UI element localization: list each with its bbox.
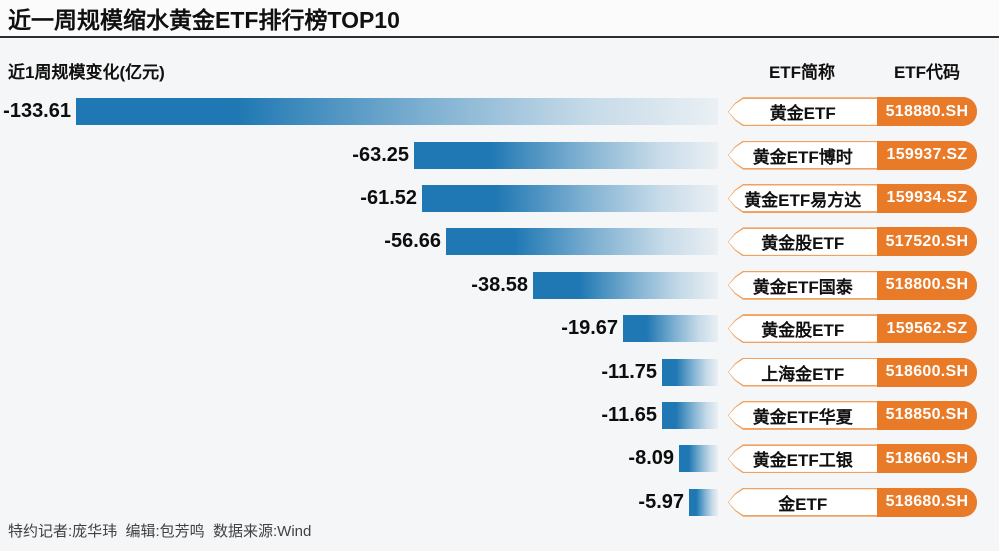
etf-code-badge: 518600.SH	[877, 357, 977, 387]
etf-row: -19.67 黄金股ETF 159562.SZ	[0, 307, 999, 350]
bar	[76, 98, 718, 126]
etf-name-tag-fill: 上海金ETF	[728, 359, 877, 386]
change-value: -11.75	[601, 360, 657, 383]
etf-name-tag-fill: 黄金股ETF	[728, 315, 877, 342]
etf-code-badge: 159937.SZ	[877, 140, 977, 170]
column-header-etf-code: ETF代码	[893, 63, 961, 82]
etf-name: 黄金ETF易方达	[744, 190, 862, 210]
etf-tag: 上海金ETF 518600.SH	[727, 357, 977, 387]
etf-name-tag: 黄金ETF易方达	[728, 183, 877, 213]
title-bar: 近一周规模缩水黄金ETF排行榜TOP10	[0, 0, 999, 38]
etf-tag: 黄金股ETF 517520.SH	[727, 227, 977, 257]
bar	[662, 358, 718, 386]
etf-code-badge: 159934.SZ	[877, 183, 977, 213]
etf-tag: 黄金ETF 518880.SH	[727, 97, 977, 127]
bar-zone: -56.66	[0, 228, 718, 256]
etf-name-tag-fill: 黄金ETF博时	[728, 142, 877, 169]
etf-code-badge: 159562.SZ	[877, 314, 977, 344]
etf-name-tag: 黄金ETF博时	[728, 140, 877, 170]
etf-code-badge: 518660.SH	[877, 444, 977, 474]
etf-name-tag: 黄金ETF国泰	[728, 270, 877, 300]
change-value: -8.09	[628, 447, 674, 470]
etf-name-tag: 黄金ETF	[728, 97, 877, 127]
bar	[662, 401, 718, 429]
chart-area: 近1周规模变化(亿元) ETF简称 ETF代码 -133.61 黄金ETF 51…	[0, 38, 999, 549]
etf-row: -61.52 黄金ETF易方达 159934.SZ	[0, 177, 999, 220]
etf-tag: 金ETF 518680.SH	[727, 487, 977, 517]
page-title: 近一周规模缩水黄金ETF排行榜TOP10	[8, 7, 400, 33]
bar-zone: -63.25	[0, 141, 718, 169]
etf-name-tag-fill: 黄金ETF	[728, 98, 877, 125]
change-value: -5.97	[638, 490, 684, 513]
etf-name-tag: 黄金股ETF	[728, 227, 877, 257]
etf-name: 黄金ETF工银	[752, 451, 853, 471]
etf-code-badge: 518800.SH	[877, 270, 977, 300]
etf-name: 黄金ETF国泰	[752, 277, 853, 297]
etf-name-tag-fill: 黄金股ETF	[728, 228, 877, 255]
change-value: -38.58	[471, 273, 528, 296]
change-value: -56.66	[384, 230, 441, 253]
etf-name-tag-fill: 黄金ETF易方达	[728, 185, 877, 212]
bar-zone: -61.52	[0, 184, 718, 212]
etf-tag: 黄金ETF博时 159937.SZ	[727, 140, 977, 170]
bar	[623, 315, 718, 343]
etf-row: -38.58 黄金ETF国泰 518800.SH	[0, 264, 999, 307]
etf-code-badge: 518680.SH	[877, 487, 977, 517]
etf-tag: 黄金ETF易方达 159934.SZ	[727, 183, 977, 213]
etf-row: -63.25 黄金ETF博时 159937.SZ	[0, 133, 999, 176]
bar	[533, 271, 718, 299]
bar-rows: -133.61 黄金ETF 518880.SH -63.25 黄金ETF博时 1…	[0, 90, 999, 524]
etf-row: -11.65 黄金ETF华夏 518850.SH	[0, 394, 999, 437]
etf-code-badge: 518880.SH	[877, 97, 977, 127]
etf-name-tag-fill: 金ETF	[728, 489, 877, 516]
etf-name-tag: 黄金股ETF	[728, 314, 877, 344]
etf-row: -8.09 黄金ETF工银 518660.SH	[0, 437, 999, 480]
etf-name: 黄金ETF	[769, 104, 836, 124]
etf-name: 黄金ETF华夏	[752, 407, 853, 427]
bar-zone: -5.97	[0, 488, 718, 516]
etf-name: 上海金ETF	[761, 364, 845, 384]
etf-name-tag-fill: 黄金ETF国泰	[728, 272, 877, 299]
change-value: -61.52	[360, 186, 417, 209]
etf-tag: 黄金ETF国泰 518800.SH	[727, 270, 977, 300]
value-axis-label: 近1周规模变化(亿元)	[8, 63, 165, 82]
bar-zone: -19.67	[0, 315, 718, 343]
etf-name-tag: 黄金ETF工银	[728, 444, 877, 474]
etf-name: 黄金股ETF	[761, 234, 845, 254]
bar-zone: -133.61	[0, 98, 718, 126]
bar	[422, 184, 718, 212]
etf-tag: 黄金股ETF 159562.SZ	[727, 314, 977, 344]
bar	[414, 141, 718, 169]
etf-row: -5.97 金ETF 518680.SH	[0, 481, 999, 524]
change-value: -11.65	[601, 403, 657, 426]
change-value: -63.25	[352, 143, 409, 166]
etf-name: 金ETF	[778, 494, 828, 514]
bar-zone: -11.75	[0, 358, 718, 386]
etf-name-tag: 黄金ETF华夏	[728, 400, 877, 430]
etf-row: -56.66 黄金股ETF 517520.SH	[0, 220, 999, 263]
credits: 特约记者:庞华玮 编辑:包芳鸣 数据来源:Wind	[8, 523, 312, 540]
bar	[679, 445, 718, 473]
etf-code-badge: 517520.SH	[877, 227, 977, 257]
etf-name: 黄金股ETF	[761, 321, 845, 341]
etf-code-badge: 518850.SH	[877, 400, 977, 430]
bar-zone: -11.65	[0, 401, 718, 429]
change-value: -133.61	[3, 100, 71, 123]
etf-name-tag: 上海金ETF	[728, 357, 877, 387]
etf-name-tag: 金ETF	[728, 487, 877, 517]
bar-zone: -38.58	[0, 271, 718, 299]
etf-name-tag-fill: 黄金ETF工银	[728, 445, 877, 472]
etf-row: -133.61 黄金ETF 518880.SH	[0, 90, 999, 133]
column-header-etf-name: ETF简称	[768, 63, 836, 82]
bar	[689, 488, 718, 516]
etf-name: 黄金ETF博时	[752, 147, 853, 167]
bar	[446, 228, 718, 256]
bar-zone: -8.09	[0, 445, 718, 473]
etf-tag: 黄金ETF华夏 518850.SH	[727, 400, 977, 430]
etf-row: -11.75 上海金ETF 518600.SH	[0, 350, 999, 393]
change-value: -19.67	[561, 317, 618, 340]
etf-tag: 黄金ETF工银 518660.SH	[727, 444, 977, 474]
etf-name-tag-fill: 黄金ETF华夏	[728, 402, 877, 429]
